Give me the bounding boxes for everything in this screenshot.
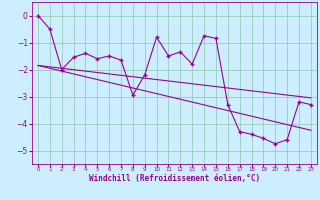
- X-axis label: Windchill (Refroidissement éolien,°C): Windchill (Refroidissement éolien,°C): [89, 174, 260, 183]
